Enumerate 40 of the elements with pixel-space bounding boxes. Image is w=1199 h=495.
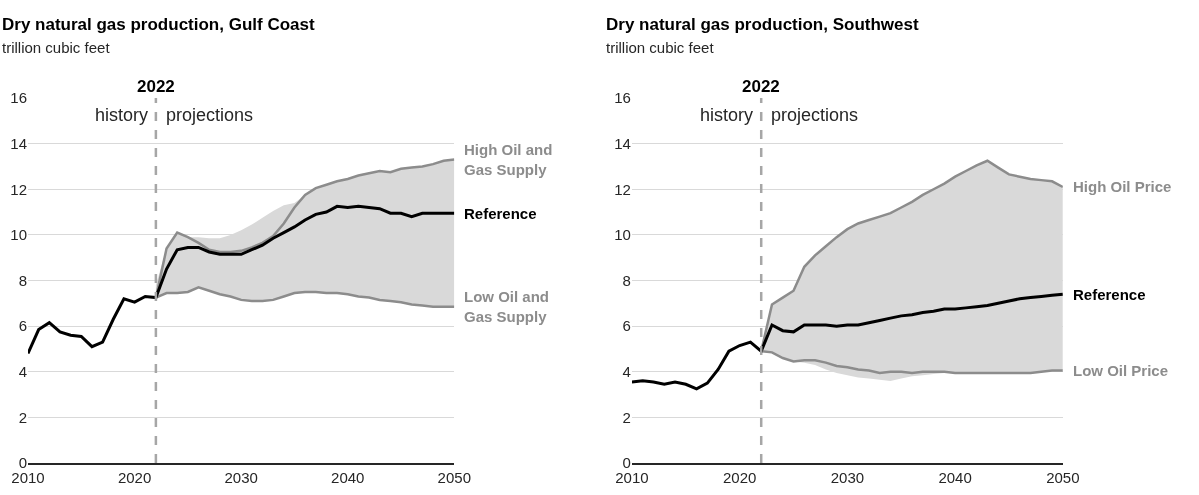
y-tick-label: 8 — [18, 271, 27, 289]
y-tick-label: 12 — [614, 180, 631, 198]
y-tick-label: 10 — [10, 226, 27, 244]
y-tick-label: 2 — [622, 408, 631, 426]
x-tick-label: 2030 — [830, 468, 865, 486]
series-label: High Oil Price — [1073, 178, 1172, 195]
chart-title: Dry natural gas production, Southwest — [606, 15, 919, 34]
annotation: history — [95, 105, 149, 125]
series-label: Low Oil Price — [1073, 362, 1169, 379]
x-tick-label: 2020 — [722, 468, 757, 486]
y-tick-label: 6 — [18, 317, 27, 335]
x-tick-label: 2020 — [117, 468, 152, 486]
series-label: High Oil and Gas Supply — [464, 141, 553, 178]
annotation: projections — [166, 105, 254, 125]
series-label: Reference — [464, 205, 537, 222]
annotation: projections — [771, 105, 859, 125]
y-tick-label: 14 — [10, 134, 27, 152]
y-tick-label: 10 — [614, 226, 631, 244]
x-tick-label: 2050 — [1046, 468, 1080, 486]
y-tick-label: 16 — [614, 89, 631, 107]
y-tick-label: 4 — [18, 363, 27, 380]
x-tick-label: 2050 — [437, 468, 471, 486]
x-tick-label: 2040 — [938, 468, 972, 486]
chart-subtitle: trillion cubic feet — [2, 39, 111, 56]
y-tick-label: 4 — [622, 363, 631, 380]
series-label: Low Oil and Gas Supply — [464, 288, 549, 325]
y-tick-label: 12 — [10, 180, 27, 198]
x-tick-label: 2040 — [331, 468, 365, 486]
y-tick-label: 14 — [614, 134, 631, 152]
annotation: history — [700, 105, 754, 125]
ref-line-label: 2022 — [742, 77, 780, 96]
series-label: Reference — [1073, 286, 1146, 303]
y-tick-label: 2 — [18, 408, 27, 426]
y-tick-label: 6 — [622, 317, 631, 335]
chart-title: Dry natural gas production, Gulf Coast — [2, 15, 315, 34]
chart-subtitle: trillion cubic feet — [606, 39, 715, 56]
y-tick-label: 16 — [10, 89, 27, 107]
x-tick-label: 2030 — [224, 468, 258, 486]
ref-line-label: 2022 — [137, 77, 175, 96]
y-tick-label: 8 — [622, 271, 631, 289]
